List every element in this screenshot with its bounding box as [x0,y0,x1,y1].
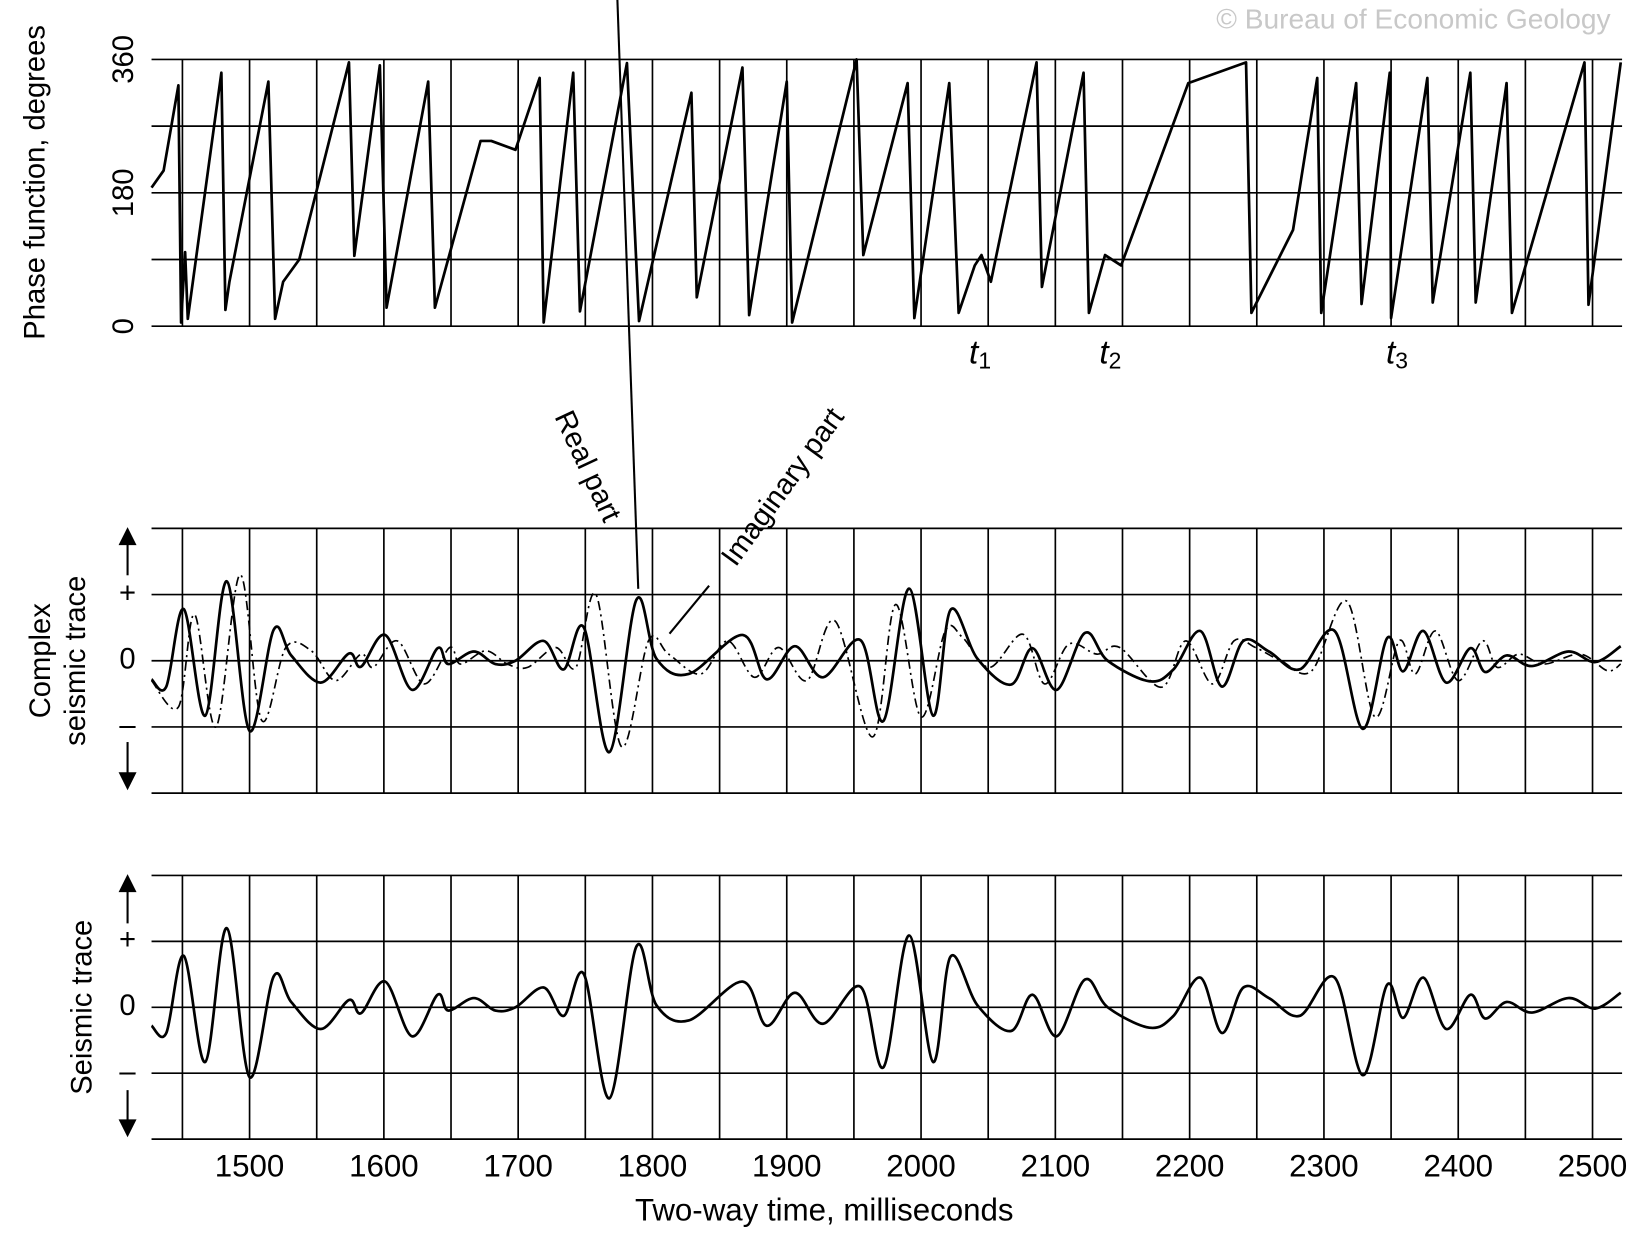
x-tick-label: 2100 [1021,1149,1091,1184]
y-tick-label: + [119,924,136,956]
annotation-text: t [1386,334,1397,371]
line [150,926,1622,1100]
x-tick-label: 2500 [1558,1149,1628,1184]
series-label: Real part [548,406,627,527]
line [150,58,1623,324]
x-tick-label: 1600 [349,1149,419,1184]
annotation-subscript: 3 [1395,348,1408,374]
line [150,573,1622,748]
x-tick-label: 1800 [618,1149,688,1184]
annotation-subscript: 1 [978,348,991,374]
y-tick-label: 0 [119,643,135,675]
y-axis-label: Phase function, degrees [20,25,52,340]
annotation-text: t [969,334,980,371]
annotation: t3 [1386,334,1408,374]
x-tick-label: 2000 [886,1149,956,1184]
annotation: t1 [969,334,991,374]
line [150,579,1622,754]
y-tick-label: – [119,1056,136,1088]
y-tick-label: – [119,710,136,742]
x-tick-label: 1700 [483,1149,553,1184]
x-tick-label: 2300 [1289,1149,1359,1184]
y-tick-label: 180 [108,168,140,217]
watermark: © Bureau of Economic Geology [1216,3,1610,34]
y-tick-label: + [119,577,136,609]
axis-arrows [118,527,137,1138]
annotation-subscript: 2 [1109,348,1122,374]
x-tick-label: 2200 [1155,1149,1225,1184]
annotation-text: t [1099,334,1110,371]
x-tick-label: 2400 [1423,1149,1493,1184]
series-label: Imaginary part [715,402,850,572]
x-axis-label: Two-way time, milliseconds [635,1192,1014,1227]
y-axis-label: seismic trace [60,576,92,746]
annotation: t2 [1099,334,1121,374]
x-tick-label: 1900 [752,1149,822,1184]
leader-lines [616,0,710,635]
y-tick-label: 0 [119,990,135,1022]
y-axis-label: Seismic trace [66,920,98,1095]
y-tick-label: 360 [108,35,140,84]
y-axis-label: Complex [25,603,57,719]
y-tick-label: 0 [108,318,140,334]
x-tick-label: 1500 [215,1149,285,1184]
